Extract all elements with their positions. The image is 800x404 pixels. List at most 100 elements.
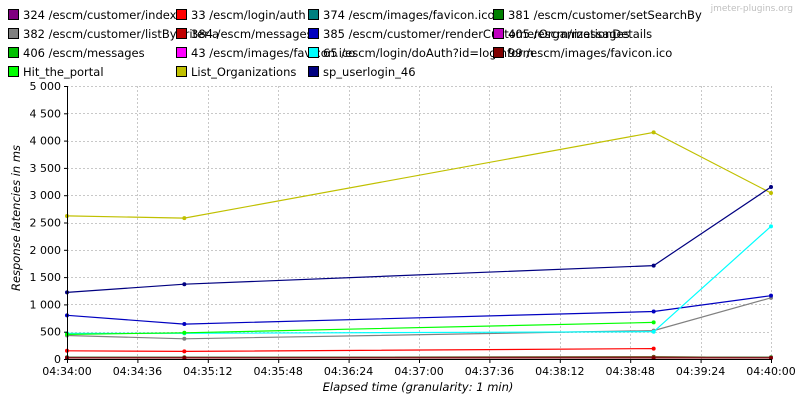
- series-line: [66, 348, 654, 353]
- legend-swatch: [8, 66, 19, 77]
- legend-label: 382 /escm/customer/listByCriteria: [23, 27, 219, 41]
- legend-swatch: [308, 47, 319, 58]
- x-tick-label: 04:35:12: [183, 365, 232, 378]
- x-tick-label: 04:34:00: [42, 365, 91, 378]
- legend-item: 65 /escm/login/doAuth?id=loginform: [308, 46, 534, 60]
- legend-swatch: [493, 47, 504, 58]
- legend-label: 405 /escm/messages: [508, 27, 630, 41]
- axes: 0 500 1 000 1 500 2 000 2 500 3 000 3 500 4 000 4…: [30, 80, 796, 378]
- legend-swatch: [8, 47, 19, 58]
- legend-item: sp_userlogin_46: [308, 65, 416, 79]
- data-point: [651, 263, 656, 268]
- legend-label: 406 /escm/messages: [23, 46, 145, 60]
- legend-label: 385 /escm/customer/renderCustomerOrganiz…: [323, 27, 652, 41]
- data-point: [769, 224, 773, 229]
- legend-item: 99 /escm/images/favicon.ico: [493, 46, 672, 60]
- legend-item: 381 /escm/customer/setSearchBy: [493, 8, 702, 22]
- y-tick-label: 1 500: [30, 271, 62, 284]
- legend-item: List_Organizations: [176, 65, 296, 79]
- data-point: [651, 346, 656, 351]
- series: [65, 346, 656, 354]
- data-point: [651, 329, 656, 334]
- series: [65, 293, 773, 327]
- data-point: [651, 320, 656, 325]
- legend-swatch: [8, 28, 19, 39]
- legend-item: Hit_the_portal: [8, 65, 104, 79]
- x-tick-label: 04:37:36: [465, 365, 514, 378]
- x-tick-label: 04:39:24: [676, 365, 725, 378]
- y-tick-label: 2 500: [30, 217, 62, 230]
- data-point: [182, 349, 187, 354]
- legend: 324 /escm/customer/index 33 /escm/login/a…: [8, 8, 702, 79]
- y-tick-label: 500: [40, 326, 61, 339]
- watermark: jmeter-plugins.org: [710, 4, 793, 14]
- legend-label: 381 /escm/customer/setSearchBy: [508, 8, 702, 22]
- data-point: [769, 293, 773, 298]
- y-tick-label: 3 500: [30, 162, 62, 175]
- series: [65, 320, 656, 337]
- legend-item: 406 /escm/messages: [8, 46, 145, 60]
- data-point: [182, 216, 187, 221]
- series-line: [66, 186, 772, 293]
- data-point: [651, 130, 656, 135]
- legend-swatch: [308, 66, 319, 77]
- y-tick-label: 2 000: [30, 244, 62, 257]
- legend-item: 374 /escm/images/favicon.ico: [308, 8, 495, 22]
- legend-item: 385 /escm/customer/renderCustomerOrganiz…: [308, 27, 652, 41]
- legend-label: 384 /escm/messages: [191, 27, 313, 41]
- y-tick-label: 4 000: [30, 135, 62, 148]
- x-tick-label: 04:38:48: [605, 365, 654, 378]
- y-tick-label: 1 000: [30, 298, 62, 311]
- series: [65, 130, 773, 221]
- legend-label: 99 /escm/images/favicon.ico: [508, 46, 672, 60]
- legend-swatch: [493, 9, 504, 20]
- y-tick-label: 4 500: [30, 107, 62, 120]
- data-point: [182, 282, 187, 287]
- legend-swatch: [176, 47, 187, 58]
- legend-label: Hit_the_portal: [23, 65, 104, 79]
- legend-label: List_Organizations: [191, 65, 296, 79]
- legend-swatch: [176, 9, 187, 20]
- x-tick-label: 04:37:00: [394, 365, 443, 378]
- data-point: [769, 355, 773, 360]
- legend-swatch: [8, 9, 19, 20]
- legend-swatch: [493, 28, 504, 39]
- x-axis-title: Elapsed time (granularity: 1 min): [323, 380, 514, 394]
- legend-label: 374 /escm/images/favicon.ico: [323, 8, 495, 22]
- data-point: [769, 185, 773, 190]
- data-point: [769, 191, 773, 196]
- legend-item: 384 /escm/messages: [176, 27, 313, 41]
- legend-item: 382 /escm/customer/listByCriteria: [8, 27, 219, 41]
- y-tick-label: 5 000: [30, 80, 62, 93]
- legend-label: 33 /escm/login/auth: [191, 8, 306, 22]
- x-tick-label: 04:38:12: [535, 365, 584, 378]
- legend-item: 405 /escm/messages: [493, 27, 630, 41]
- data-point: [182, 355, 187, 360]
- legend-label: 324 /escm/customer/index: [23, 8, 177, 22]
- x-tick-label: 04:36:24: [324, 365, 373, 378]
- x-tick-label: 04:34:36: [113, 365, 162, 378]
- series-line: [66, 295, 772, 325]
- legend-swatch: [308, 28, 319, 39]
- legend-label: 65 /escm/login/doAuth?id=loginform: [323, 46, 534, 60]
- y-tick-label: 3 000: [30, 189, 62, 202]
- legend-swatch: [308, 9, 319, 20]
- legend-item: 33 /escm/login/auth: [176, 8, 306, 22]
- series: [65, 185, 773, 295]
- data-point: [651, 309, 656, 314]
- series-line: [66, 297, 772, 340]
- data-point: [182, 330, 187, 335]
- y-tick-label: 0: [54, 353, 61, 366]
- y-axis-title: Response latencies in ms: [9, 145, 23, 291]
- x-tick-label: 04:35:48: [253, 365, 302, 378]
- data-point: [182, 322, 187, 327]
- legend-swatch: [176, 28, 187, 39]
- legend-swatch: [176, 66, 187, 77]
- data-point: [651, 355, 656, 360]
- x-tick-label: 04:40:00: [746, 365, 795, 378]
- legend-item: 324 /escm/customer/index: [8, 8, 177, 22]
- legend-label: sp_userlogin_46: [323, 65, 416, 79]
- series-layer: [65, 130, 773, 360]
